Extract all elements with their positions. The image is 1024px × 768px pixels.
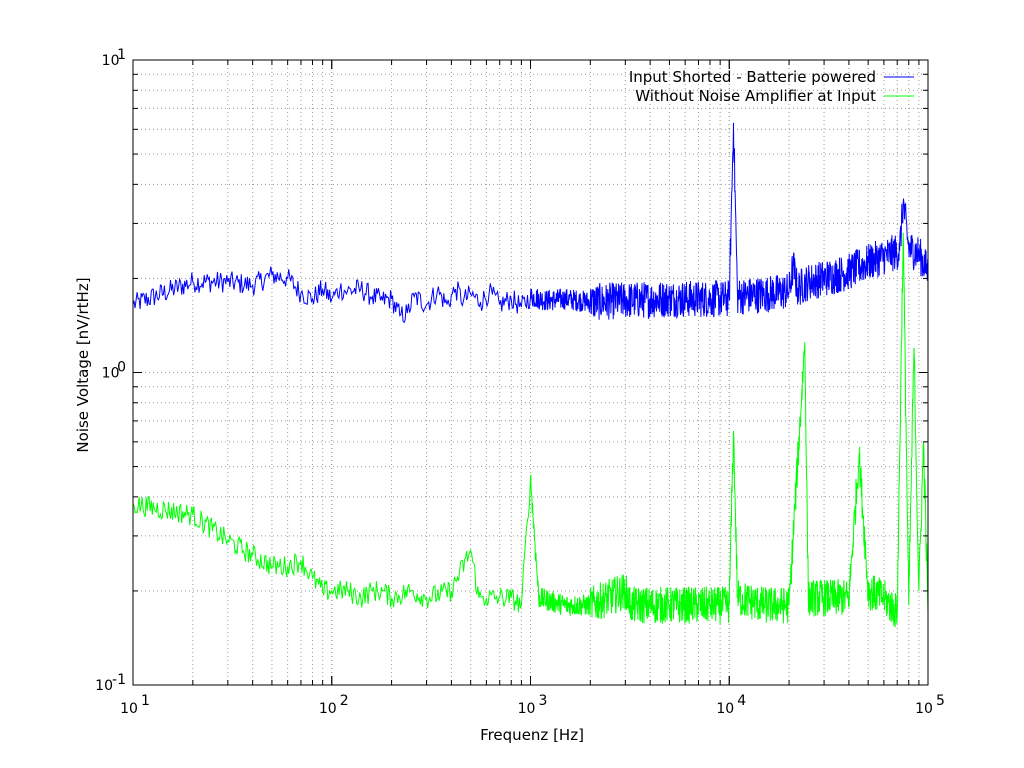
y-tick-label-exponent: 1 bbox=[117, 47, 126, 63]
x-tick-label: 10 bbox=[518, 701, 536, 717]
tick-marks bbox=[132, 59, 929, 686]
x-tick-label: 10 bbox=[915, 701, 933, 717]
legend-label-1: Input Shorted - Batterie powered bbox=[629, 68, 876, 86]
y-tick-label: 10 bbox=[95, 678, 113, 694]
x-tick-label: 10 bbox=[319, 701, 337, 717]
y-axis-label: Noise Voltage [nV/rtHz] bbox=[74, 277, 92, 452]
x-tick-label: 10 bbox=[120, 701, 138, 717]
legend-label-2: Without Noise Amplifier at Input bbox=[635, 87, 876, 105]
series-group bbox=[132, 122, 929, 628]
y-tick-label-exponent: 0 bbox=[117, 360, 126, 376]
x-tick-label: 10 bbox=[716, 701, 734, 717]
legend: Input Shorted - Batterie poweredWithout … bbox=[629, 68, 914, 105]
y-tick-label: 10 bbox=[102, 53, 120, 69]
x-tick-label-exponent: 1 bbox=[141, 693, 150, 709]
y-tick-label-exponent: -1 bbox=[112, 672, 126, 688]
y-tick-label: 10 bbox=[102, 366, 120, 382]
x-tick-label-exponent: 2 bbox=[340, 693, 349, 709]
series-line-2 bbox=[132, 232, 929, 628]
x-tick-label-exponent: 4 bbox=[737, 693, 746, 709]
series-line-1 bbox=[132, 122, 929, 324]
x-tick-label-exponent: 5 bbox=[936, 693, 945, 709]
x-tick-label-exponent: 3 bbox=[539, 693, 548, 709]
x-axis-label: Frequenz [Hz] bbox=[480, 726, 584, 744]
